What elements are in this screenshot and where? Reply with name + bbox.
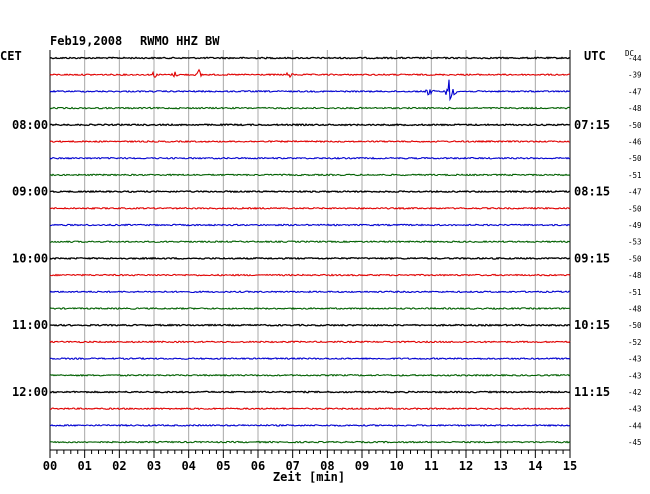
dc-offset-8: -47: [628, 188, 642, 197]
plot-grid: [49, 50, 571, 451]
dc-offset-14: -51: [628, 288, 642, 297]
dc-offset-9: -50: [628, 204, 642, 213]
chart-date: Feb19,2008: [50, 34, 122, 48]
left-hour-label-1: 09:00: [12, 185, 48, 199]
x-tick-label-8: 08: [320, 459, 334, 473]
dc-offset-12: -50: [628, 254, 642, 263]
trace-row-13: [49, 273, 571, 277]
dc-offset-21: -43: [628, 405, 642, 414]
trace-row-15: [49, 306, 571, 311]
trace-row-5: [49, 139, 571, 144]
right-hour-label-3: 10:15: [574, 318, 610, 332]
dc-offset-6: -50: [628, 154, 642, 163]
trace-row-17: [49, 340, 571, 344]
dc-offset-4: -50: [628, 121, 642, 130]
x-tick-label-1: 01: [77, 459, 91, 473]
trace-row-3: [49, 106, 571, 110]
x-tick-label-3: 03: [147, 459, 161, 473]
dc-offset-20: -42: [628, 388, 642, 397]
chart-station: RWMO HHZ BW: [140, 34, 220, 48]
left-timezone: CET: [0, 49, 22, 63]
x-tick-label-4: 04: [181, 459, 195, 473]
dc-offset-13: -48: [628, 271, 642, 280]
dc-offset-22: -44: [628, 421, 642, 430]
trace-row-23: [49, 440, 571, 444]
trace-row-0: [49, 56, 571, 60]
x-tick-label-12: 12: [459, 459, 473, 473]
x-tick-label-5: 05: [216, 459, 230, 473]
dc-offset-18: -43: [628, 355, 642, 364]
x-tick-label-10: 10: [389, 459, 403, 473]
dc-offset-17: -52: [628, 338, 642, 347]
dc-offset-10: -49: [628, 221, 642, 230]
dc-offset-11: -53: [628, 238, 642, 247]
trace-row-7: [49, 173, 571, 177]
trace-row-16: [49, 323, 571, 327]
trace-row-4: [49, 123, 571, 127]
dc-offset-5: -46: [628, 138, 642, 147]
dc-offset-3: -48: [628, 104, 642, 113]
seismic-traces: [49, 56, 571, 444]
x-axis-label: Zeit [min]: [273, 470, 345, 484]
dc-header: DC: [625, 49, 634, 58]
trace-row-20: [49, 390, 571, 394]
x-tick-label-0: 00: [43, 459, 57, 473]
trace-row-10: [49, 223, 571, 227]
x-tick-label-7: 07: [285, 459, 299, 473]
dc-offset-0: -44: [628, 54, 642, 63]
x-tick-label-13: 13: [493, 459, 507, 473]
trace-row-8: [49, 189, 571, 194]
left-hour-label-2: 10:00: [12, 251, 48, 265]
x-tick-label-15: 15: [563, 459, 577, 473]
dc-offset-labels: -44 -39 -47 -48 -50 -46 -50 -51 -47 -50 -49 -53 -50 -…: [628, 54, 642, 447]
x-tick-label-14: 14: [528, 459, 542, 473]
x-tick-label-6: 06: [251, 459, 265, 473]
x-tick-label-9: 09: [355, 459, 369, 473]
dc-offset-1: -39: [628, 71, 642, 80]
x-axis: 00 01 02 03 04 05 06 07 08 09 10 11 12 13 14 15: [43, 450, 577, 473]
trace-row-6: [49, 156, 571, 160]
x-tick-label-11: 11: [424, 459, 438, 473]
left-hour-label-3: 11:00: [12, 318, 48, 332]
trace-row-11: [49, 240, 571, 244]
right-hour-label-1: 08:15: [574, 185, 610, 199]
trace-row-14: [49, 290, 571, 294]
trace-row-21: [49, 407, 571, 411]
trace-row-22: [49, 423, 571, 428]
dc-offset-7: -51: [628, 171, 642, 180]
trace-row-1: [49, 68, 571, 79]
dc-offset-16: -50: [628, 321, 642, 330]
trace-row-18: [49, 356, 571, 361]
right-hour-label-2: 09:15: [574, 251, 610, 265]
hour-labels: 08:00 09:00 10:00 11:00 12:00 07:15 08:15 09:15…: [12, 118, 610, 399]
right-hour-label-4: 11:15: [574, 385, 610, 399]
trace-row-9: [49, 206, 571, 210]
trace-row-2: [49, 79, 571, 102]
dc-offset-19: -43: [628, 371, 642, 380]
left-hour-label-4: 12:00: [12, 385, 48, 399]
left-hour-label-0: 08:00: [12, 118, 48, 132]
trace-row-12: [49, 256, 571, 261]
dc-offset-2: -47: [628, 87, 642, 96]
right-timezone: UTC: [584, 49, 606, 63]
trace-row-19: [49, 373, 571, 377]
dc-offset-23: -45: [628, 438, 642, 447]
dc-offset-15: -48: [628, 305, 642, 314]
right-hour-label-0: 07:15: [574, 118, 610, 132]
x-tick-label-2: 02: [112, 459, 126, 473]
